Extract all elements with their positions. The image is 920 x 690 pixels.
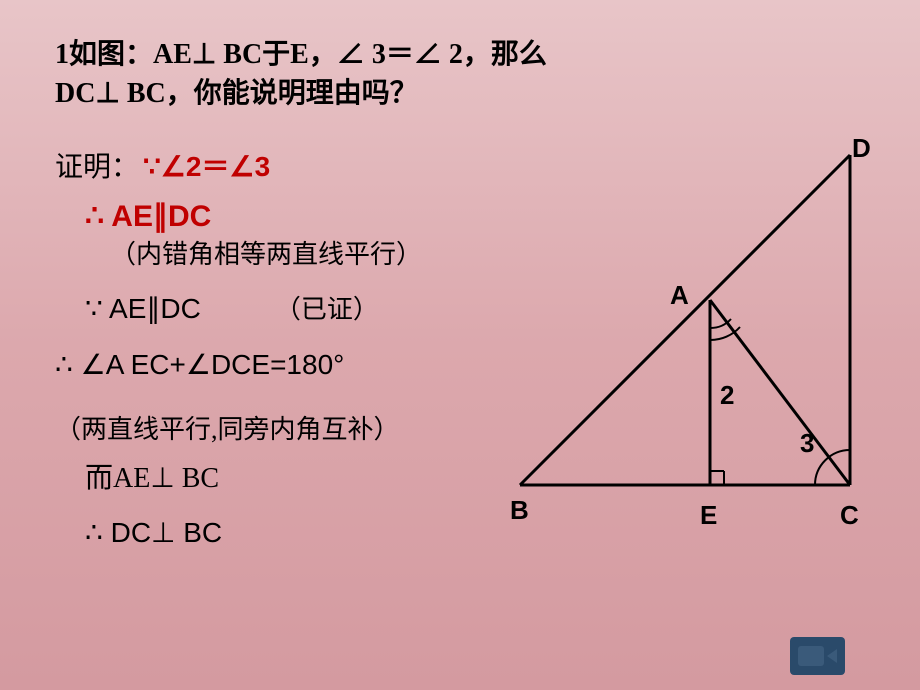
- proof-step-1: ∵∠2＝∠3: [143, 151, 270, 182]
- geometry-diagram: ABCDE23: [500, 145, 880, 545]
- proof-step-3b: （已证）: [275, 295, 379, 324]
- problem-line-2: DC⊥ BC，你能说明理由吗？: [55, 74, 865, 113]
- diagram-label: A: [670, 280, 689, 311]
- proof-step-5: 而AE⊥ BC: [85, 463, 219, 494]
- problem-line-1: 1如图：AE⊥ BC于E，∠ 3＝∠ 2，那么: [55, 35, 865, 74]
- diagram-label: B: [510, 495, 529, 526]
- proof-step-2: ∴ AE∥DC: [85, 200, 211, 233]
- diagram-label: E: [700, 500, 717, 531]
- diagram-label: 2: [720, 380, 734, 411]
- proof-reason-4: （两直线平行,同旁内角互补）: [55, 415, 400, 444]
- camera-icon[interactable]: [790, 637, 845, 675]
- diagram-svg: [500, 145, 880, 545]
- proof-step-4: ∴ ∠A EC+∠DCE=180°: [55, 349, 344, 380]
- proof-step-3a: ∵ AE∥DC: [85, 293, 201, 324]
- diagram-label: C: [840, 500, 859, 531]
- proof-label: 证明：: [55, 145, 139, 185]
- proof-reason-2: （内错角相等两直线平行）: [110, 240, 422, 269]
- diagram-label: D: [852, 133, 871, 164]
- proof-step-6: ∴ DC⊥ BC: [85, 517, 222, 548]
- diagram-label: 3: [800, 428, 814, 459]
